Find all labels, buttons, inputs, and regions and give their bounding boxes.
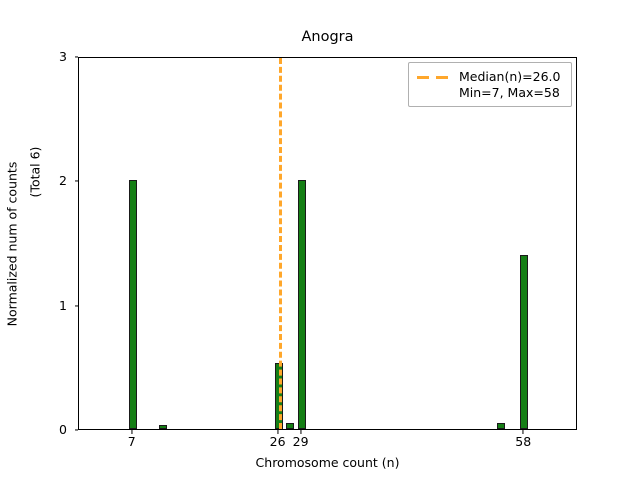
- x-tick-mark: [131, 430, 133, 434]
- x-axis-label: Chromosome count (n): [255, 455, 400, 470]
- x-tick-label: 29: [292, 434, 309, 449]
- legend-labels: Median(n)=26.0 Min=7, Max=58: [459, 69, 560, 100]
- y-tick-label: 3: [59, 48, 67, 64]
- plot-area: Median(n)=26.0 Min=7, Max=58: [78, 57, 577, 430]
- y-axis-label-container: Normalized num of counts: [0, 57, 24, 430]
- x-tick-label: 7: [127, 434, 136, 449]
- page-title: Anogra: [301, 29, 354, 45]
- x-tick-label: 58: [515, 434, 532, 449]
- y-tick-mark: [74, 56, 78, 58]
- y-tick-mark: [74, 180, 78, 182]
- bar: [497, 422, 506, 429]
- legend-entry-median: Median(n)=26.0: [459, 69, 561, 84]
- y-tick-label: 0: [59, 421, 67, 437]
- y-axis-total-container: (Total 6): [24, 57, 46, 287]
- legend: Median(n)=26.0 Min=7, Max=58: [408, 62, 572, 108]
- x-tick-mark: [522, 430, 524, 434]
- median-line: [278, 58, 282, 429]
- bar: [159, 425, 168, 429]
- y-tick-label: 1: [59, 297, 67, 313]
- x-tick-mark: [277, 430, 279, 434]
- y-tick-label: 2: [59, 173, 67, 189]
- x-tick-mark: [300, 430, 302, 434]
- bar: [286, 422, 295, 429]
- bar: [128, 180, 137, 429]
- legend-row: Median(n)=26.0 Min=7, Max=58: [417, 69, 563, 100]
- legend-entry-minmax: Min=7, Max=58: [459, 84, 560, 100]
- y-axis-total-label: (Total 6): [27, 146, 43, 198]
- dashed-line-icon: [417, 69, 451, 86]
- bar: [520, 254, 529, 429]
- y-tick-mark: [74, 305, 78, 307]
- y-tick-mark: [74, 429, 78, 431]
- y-axis-label: Normalized num of counts: [4, 161, 20, 326]
- x-tick-label: 26: [269, 434, 286, 449]
- bar: [297, 180, 306, 429]
